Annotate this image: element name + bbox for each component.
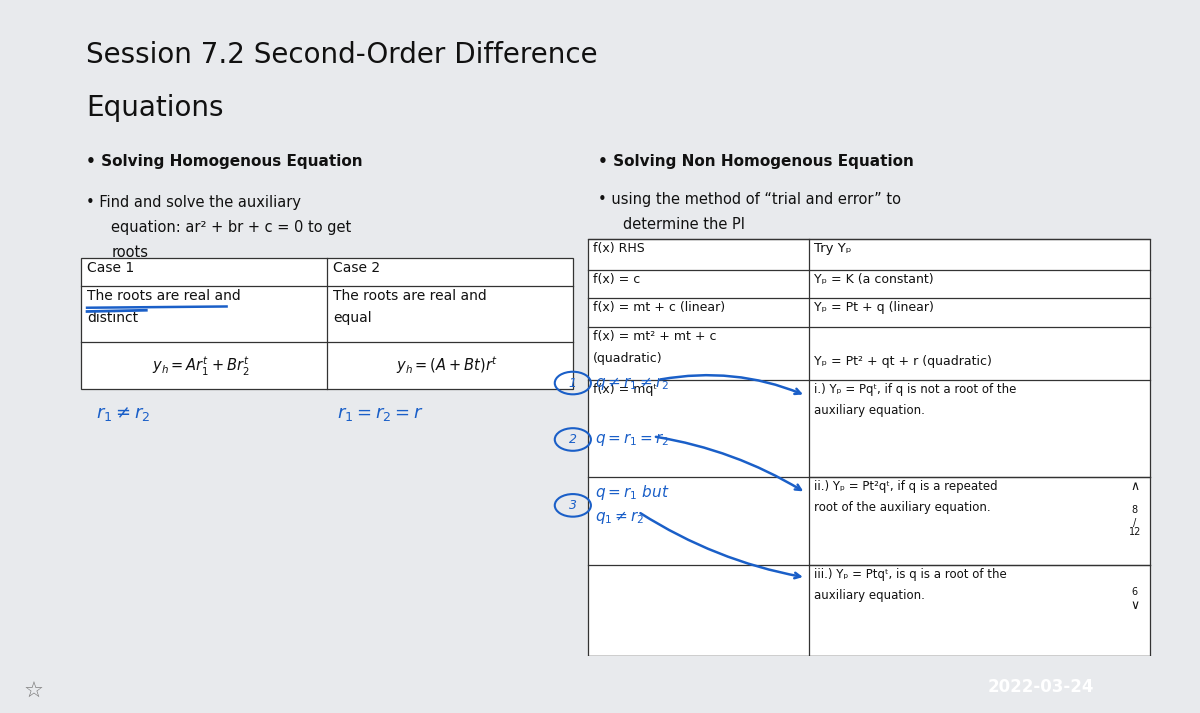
Text: Yₚ = Pt + q (linear): Yₚ = Pt + q (linear) (814, 302, 934, 314)
Text: $q = r_1\ but$: $q = r_1\ but$ (595, 483, 670, 503)
Text: • Solving Non Homogenous Equation: • Solving Non Homogenous Equation (598, 154, 914, 169)
Text: 12: 12 (1129, 528, 1141, 538)
Text: $q = r_1 = r_2$: $q = r_1 = r_2$ (595, 431, 670, 448)
Text: f(x) = c: f(x) = c (593, 273, 640, 286)
Text: $q \neq r_1 \neq r_2$: $q \neq r_1 \neq r_2$ (595, 374, 670, 391)
Text: distinct: distinct (88, 311, 138, 325)
Text: • using the method of “trial and error” to: • using the method of “trial and error” … (598, 192, 901, 207)
Text: Try Yₚ: Try Yₚ (814, 242, 851, 255)
Text: $r_1 = r_2 = r$: $r_1 = r_2 = r$ (337, 405, 424, 423)
Text: 8: 8 (1132, 506, 1138, 515)
Text: ii.) Yₚ = Pt²qᵗ, if q is a repeated: ii.) Yₚ = Pt²qᵗ, if q is a repeated (814, 481, 997, 493)
Text: The roots are real and: The roots are real and (88, 289, 241, 303)
Text: $r_1 \neq r_2$: $r_1 \neq r_2$ (96, 405, 150, 423)
Text: iii.) Yₚ = Ptqᵗ, is q is a root of the: iii.) Yₚ = Ptqᵗ, is q is a root of the (814, 568, 1007, 581)
Text: (quadratic): (quadratic) (593, 352, 662, 364)
Text: equal: equal (332, 311, 372, 325)
Text: $y_h = (A + Bt)r^t$: $y_h = (A + Bt)r^t$ (396, 355, 498, 376)
Text: 6: 6 (1132, 587, 1138, 597)
Text: Yₚ = K (a constant): Yₚ = K (a constant) (814, 273, 934, 286)
Text: auxiliary equation.: auxiliary equation. (814, 589, 924, 602)
Text: Session 7.2 Second-Order Difference: Session 7.2 Second-Order Difference (86, 41, 598, 69)
Text: i.) Yₚ = Pqᵗ, if q is not a root of the: i.) Yₚ = Pqᵗ, if q is not a root of the (814, 383, 1016, 396)
Text: The roots are real and: The roots are real and (332, 289, 487, 303)
Bar (82, 257, 572, 389)
Text: /: / (1133, 518, 1136, 528)
Text: Yₚ = Pt² + qt + r (quadratic): Yₚ = Pt² + qt + r (quadratic) (814, 355, 991, 368)
Text: ∨: ∨ (1130, 600, 1140, 612)
Bar (588, 239, 1150, 656)
Text: ☆: ☆ (24, 682, 43, 702)
Text: Case 2: Case 2 (332, 261, 380, 275)
Text: f(x) = mt² + mt + c: f(x) = mt² + mt + c (593, 329, 716, 343)
Text: • Find and solve the auxiliary: • Find and solve the auxiliary (86, 195, 301, 210)
Text: roots: roots (112, 245, 148, 260)
Text: Equations: Equations (86, 94, 223, 123)
Text: 2022-03-24: 2022-03-24 (988, 678, 1094, 697)
Text: f(x) = mqᵗ: f(x) = mqᵗ (593, 383, 658, 396)
Text: 3: 3 (569, 499, 577, 512)
Text: f(x) RHS: f(x) RHS (593, 242, 644, 255)
Text: auxiliary equation.: auxiliary equation. (814, 404, 924, 416)
Text: root of the auxiliary equation.: root of the auxiliary equation. (814, 501, 990, 514)
Text: Case 1: Case 1 (88, 261, 134, 275)
Text: 2: 2 (569, 433, 577, 446)
Text: determine the PI: determine the PI (623, 217, 745, 232)
Text: 1: 1 (569, 376, 577, 389)
Text: $q_1 \neq r_2$: $q_1 \neq r_2$ (595, 509, 644, 526)
Text: • Solving Homogenous Equation: • Solving Homogenous Equation (86, 154, 362, 169)
Text: f(x) = mt + c (linear): f(x) = mt + c (linear) (593, 302, 725, 314)
Text: equation: ar² + br + c = 0 to get: equation: ar² + br + c = 0 to get (112, 220, 352, 235)
Text: $y_h = Ar_1^t + Br_2^t$: $y_h = Ar_1^t + Br_2^t$ (152, 355, 251, 378)
Text: ∧: ∧ (1130, 481, 1140, 493)
